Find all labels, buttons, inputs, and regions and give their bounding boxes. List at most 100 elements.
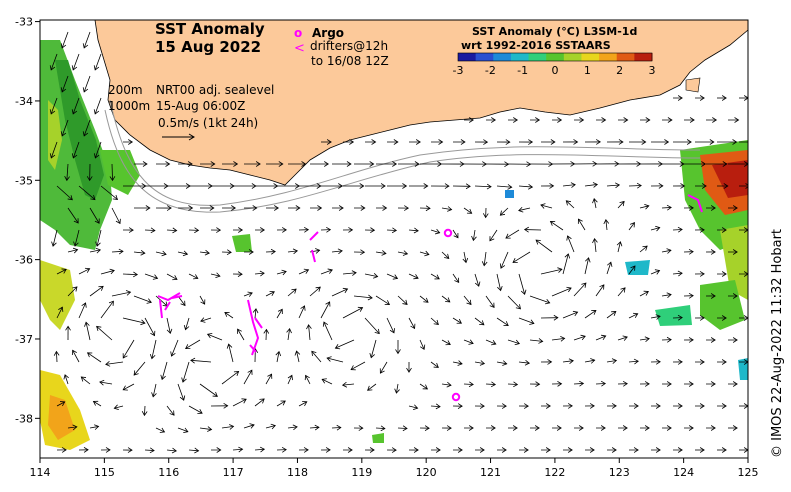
current-vector [276,446,287,453]
y-axis: -33 -34 -35 -36 -37 -38 [15,16,40,425]
current-vector [56,401,66,407]
current-vector [716,271,727,277]
current-vector [304,374,311,385]
argo-float [451,392,461,402]
current-vector [287,248,299,255]
current-vector [342,139,355,145]
drifter-label-2: to 16/08 12Z [311,54,389,68]
current-vector [73,229,80,247]
current-vector [716,359,727,365]
current-vector [485,425,496,431]
current-vector [430,228,441,235]
current-vector [265,248,276,255]
x-tick-label: 122 [544,466,565,479]
y-tick-label: -36 [15,254,33,267]
current-vector [496,317,509,326]
current-vector [540,203,553,209]
current-vector [573,117,585,123]
current-vector [320,183,344,189]
current-vector [562,253,571,275]
current-vector [430,317,439,326]
current-vector [529,117,541,123]
current-vector [122,271,139,278]
current-vector [661,117,673,123]
current-vector [386,317,395,334]
current-vector [298,268,310,275]
current-vector [595,284,605,297]
current-vector [672,226,683,233]
current-vector [342,306,364,319]
current-vector [474,317,485,326]
current-vector [617,425,628,431]
current-vector [592,198,598,209]
current-vector [166,273,178,281]
current-vector [694,315,705,321]
current-vector [606,403,617,409]
current-vector [716,403,727,409]
current-vector [441,339,451,346]
current-vector [507,117,519,123]
x-tick-label: 116 [158,466,179,479]
credit-text: © IMOS 22-Aug-2022 11:32 Hobart [770,229,785,458]
current-vector [287,374,293,385]
current-vector [155,427,166,433]
current-vector [474,403,485,409]
current-vector [496,403,507,409]
current-vector [122,227,134,233]
current-vector [661,336,672,343]
current-vector [650,139,670,145]
current-vector [628,358,639,365]
current-vector [375,425,386,432]
current-vector [397,205,410,211]
current-vector [364,447,375,453]
current-vector [287,424,298,431]
current-vector [276,308,283,319]
current-vector [474,139,489,145]
current-vector [56,306,64,319]
current-vector [210,403,229,409]
current-vector [738,227,748,233]
current-vector [705,337,716,343]
current-vector [628,447,639,453]
current-vector [474,183,492,190]
current-vector [331,161,352,167]
current-vector [441,161,465,167]
current-vector [463,295,472,306]
current-vector [144,317,156,337]
current-vector [584,358,596,364]
current-vector [177,427,189,434]
current-vector [122,139,134,145]
current-vector [321,378,333,385]
current-vector [252,308,259,319]
current-vector [286,327,292,341]
current-vector [452,139,466,145]
current-vector [210,272,221,279]
current-vector [265,161,284,167]
current-vector [144,447,155,454]
current-vector [562,139,579,145]
current-vector [166,405,175,416]
current-vector [49,53,58,71]
current-vector [705,381,716,387]
current-vector [518,139,534,145]
current-vector [177,250,189,257]
current-vector [584,447,595,453]
current-vector [331,424,342,431]
current-vector [482,207,489,219]
current-vector [592,237,598,253]
y-tick-label: -35 [15,174,33,187]
current-vector [56,268,67,275]
current-vector [93,53,102,71]
current-vector [353,249,366,256]
current-vector [584,182,598,188]
current-vector [149,339,157,360]
colorbar-swatch [634,53,653,61]
current-vector [311,350,322,363]
current-vector [562,403,573,409]
current-vector [595,117,607,123]
current-vector [518,403,529,409]
current-vector [694,95,705,101]
current-vector [739,95,748,101]
current-vector [603,218,610,231]
velocity-source: NRT00 adj. sealevel [156,83,274,97]
